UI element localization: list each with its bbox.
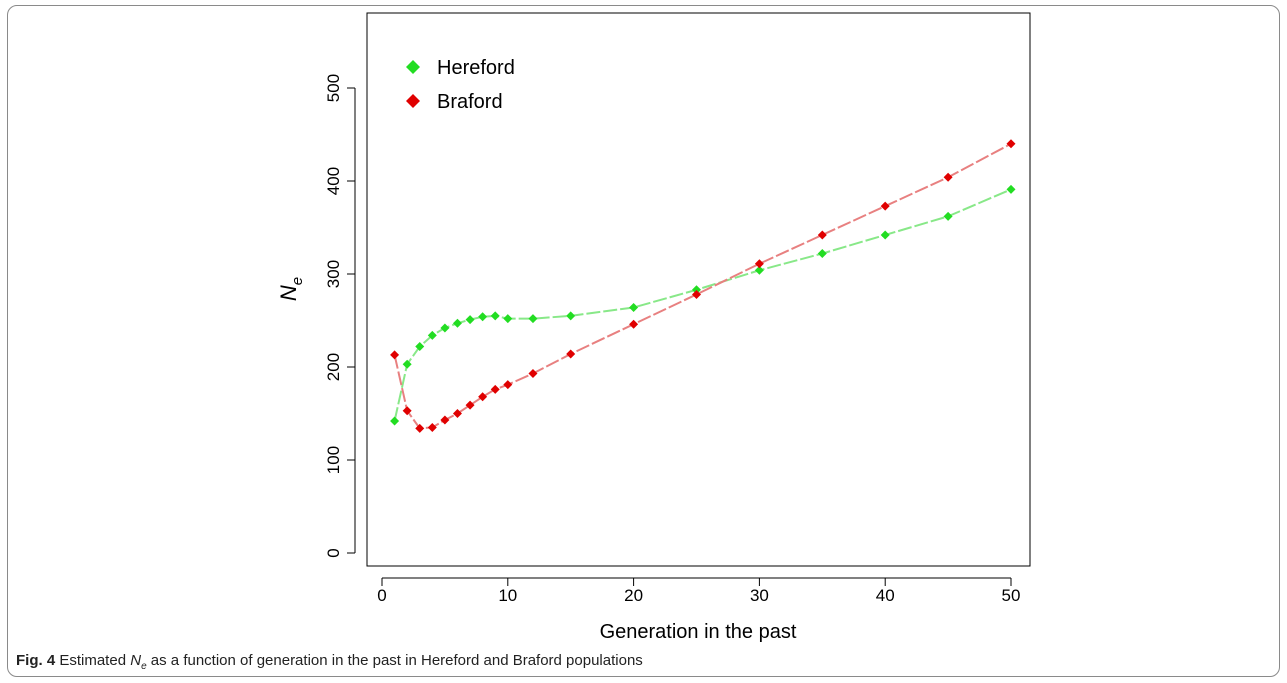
y-tick-label: 200	[324, 353, 343, 381]
hereford-point	[427, 330, 437, 340]
braford-point	[452, 409, 462, 418]
braford-point	[754, 259, 764, 269]
hereford-point	[629, 302, 639, 312]
hereford-line	[393, 188, 1012, 422]
hereford-point	[503, 314, 513, 324]
y-axis-label-main: N	[276, 285, 301, 301]
x-tick-label: 50	[1002, 586, 1021, 605]
x-axis-label: Generation in the past	[600, 621, 797, 643]
hereford-point	[415, 342, 425, 352]
braford-point	[503, 380, 513, 390]
hereford-point	[465, 315, 475, 325]
braford-line	[393, 142, 1012, 430]
caption-text-before: Estimated	[59, 652, 127, 669]
y-tick-label: 0	[324, 548, 343, 557]
y-tick-label: 100	[324, 446, 343, 474]
braford-point	[1006, 139, 1016, 149]
y-axis-label: Ne	[276, 277, 306, 301]
caption-ne-sub: e	[141, 661, 147, 672]
x-tick-label: 40	[876, 586, 895, 605]
caption-ne-main: N	[130, 652, 142, 669]
caption-text-after: as a function of generation in the past …	[150, 652, 643, 669]
braford-point	[440, 415, 450, 425]
hereford-point	[754, 265, 764, 275]
figure-caption: Fig. 4 Estimated Ne as a function of gen…	[16, 652, 643, 672]
x-tick-label: 10	[498, 586, 517, 605]
braford-point	[402, 406, 412, 416]
hereford-point	[402, 359, 412, 369]
x-tick-label: 0	[377, 586, 386, 605]
hereford-point	[490, 311, 500, 321]
braford-point	[528, 369, 538, 379]
figure-frame	[7, 5, 1280, 677]
legend-marker-hereford	[406, 60, 420, 74]
braford-point	[490, 384, 500, 394]
braford-point	[692, 289, 701, 299]
legend-marker-braford	[406, 94, 420, 108]
braford-point	[478, 392, 488, 402]
y-tick-label: 500	[324, 74, 343, 102]
y-tick-label: 300	[324, 260, 343, 288]
y-tick-label: 400	[324, 167, 343, 195]
y-axis-label-sub: e	[289, 277, 306, 285]
legend-label-hereford: Hereford	[437, 57, 515, 79]
braford-point	[415, 423, 425, 433]
legend-label-braford: Braford	[437, 91, 503, 113]
x-tick-label: 30	[750, 586, 769, 605]
braford-point	[427, 422, 437, 432]
braford-point	[943, 172, 953, 182]
braford-point	[566, 349, 576, 359]
hereford-point	[478, 312, 488, 322]
plot-border	[366, 12, 1031, 567]
hereford-point	[692, 285, 701, 295]
hereford-point	[528, 314, 538, 324]
x-tick-label: 20	[624, 586, 643, 605]
braford-point	[465, 400, 475, 410]
series-points	[390, 139, 1016, 433]
hereford-point	[943, 211, 953, 221]
hereford-point	[817, 249, 827, 259]
caption-ne: Ne	[130, 652, 147, 672]
hereford-point	[1006, 184, 1016, 194]
hereford-point	[390, 416, 400, 426]
caption-fig-label: Fig. 4	[16, 652, 56, 669]
hereford-point	[440, 323, 450, 333]
hereford-point	[452, 318, 462, 328]
series-lines	[393, 142, 1012, 430]
braford-point	[817, 230, 827, 240]
legend: Hereford Braford	[406, 57, 515, 113]
hereford-point	[880, 230, 890, 240]
braford-point	[880, 201, 890, 211]
braford-point	[390, 350, 400, 360]
braford-point	[629, 319, 639, 329]
hereford-point	[566, 311, 576, 321]
